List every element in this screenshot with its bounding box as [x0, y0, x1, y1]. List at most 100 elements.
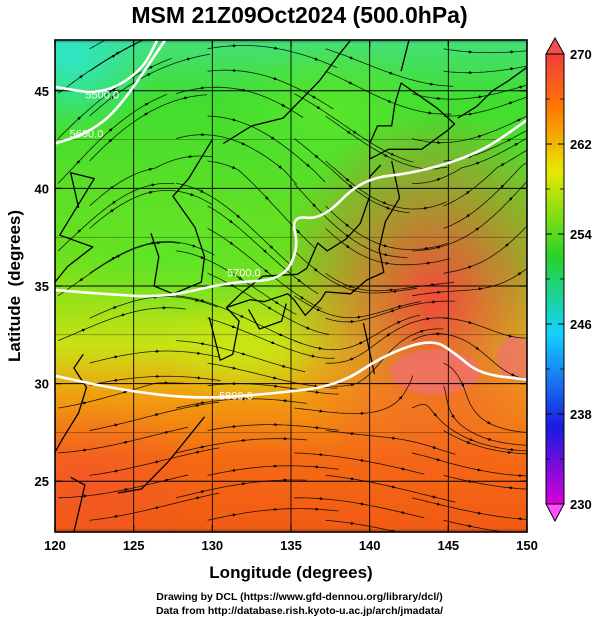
streamline-arrow	[348, 81, 353, 85]
streamline-arrow	[382, 201, 387, 205]
streamline-arrow	[296, 278, 302, 283]
streamline-arrow	[194, 298, 200, 302]
streamline-arrow	[352, 130, 357, 134]
streamline-arrow	[388, 71, 394, 75]
streamline-arrow	[115, 255, 121, 259]
streamline-arrow	[191, 244, 197, 248]
y-tick-label: 25	[35, 474, 49, 489]
streamline-arrow	[146, 73, 151, 77]
streamline	[443, 475, 527, 490]
streamline-arrow	[313, 268, 318, 272]
streamline-arrow	[78, 75, 83, 79]
streamline-arrow	[154, 460, 160, 464]
streamline-arrow	[150, 183, 156, 187]
streamline-arrow	[500, 184, 505, 189]
streamline-arrow	[506, 138, 512, 142]
streamline-arrow	[182, 96, 188, 100]
coastline	[222, 40, 352, 145]
streamline-arrow	[486, 421, 491, 425]
streamline-arrow	[386, 333, 391, 337]
x-axis-ticks: 120 125 130 135 140 145 150	[44, 40, 538, 553]
streamline-arrow	[358, 341, 363, 345]
streamline-arrow	[76, 160, 81, 165]
y-axis-label: Latitude (degrees)	[5, 210, 24, 362]
streamline-arrow	[359, 458, 365, 462]
streamline-arrow	[199, 445, 205, 449]
y-tick-label: 45	[35, 84, 49, 99]
streamline-arrow	[433, 412, 437, 417]
y-tick-label: 30	[35, 377, 49, 392]
streamline-arrow	[185, 57, 191, 61]
streamline-arrow	[148, 190, 154, 195]
streamline-arrow	[150, 241, 156, 245]
streamline-arrow	[110, 54, 116, 59]
streamline-arrow	[518, 85, 523, 89]
streamline-arrow	[235, 214, 241, 219]
streamline-arrow	[347, 284, 353, 288]
x-axis-label: Longitude (degrees)	[209, 563, 372, 582]
streamline-arrow	[348, 56, 354, 60]
streamline-arrow	[451, 413, 455, 419]
streamline-arrow	[345, 244, 350, 249]
streamline-arrow	[231, 366, 237, 370]
streamline-arrow	[111, 88, 116, 92]
streamline-arrow	[281, 364, 286, 368]
streamline-arrow	[229, 241, 234, 245]
streamline-arrow	[280, 103, 286, 107]
streamline-arrow	[315, 105, 321, 110]
streamline-arrow	[431, 445, 437, 449]
streamline-arrow	[465, 214, 471, 218]
streamline-arrow	[195, 496, 201, 500]
streamline-arrow	[390, 309, 395, 313]
streamline-arrow	[313, 384, 319, 388]
coastline	[150, 139, 213, 295]
streamline-arrow	[507, 334, 513, 338]
streamline-arrow	[80, 328, 86, 332]
streamline-arrow	[113, 378, 119, 383]
streamline-arrow	[154, 506, 160, 510]
colorbar-max-arrow	[545, 36, 565, 55]
streamline-arrow	[269, 245, 274, 249]
streamline-arrow	[111, 201, 116, 205]
streamline-arrow	[477, 95, 483, 99]
streamline-arrow	[385, 206, 391, 210]
streamline-arrow	[264, 269, 269, 273]
streamline-arrow	[504, 243, 509, 247]
streamline	[443, 225, 527, 274]
streamline-arrow	[144, 102, 149, 106]
streamline-arrow	[147, 167, 153, 171]
streamline-arrow	[467, 479, 473, 483]
streamline-arrow	[123, 488, 129, 492]
streamline-arrow	[195, 450, 201, 454]
streamline-arrow	[240, 352, 246, 356]
streamline	[443, 96, 527, 117]
streamline-arrow	[154, 413, 159, 417]
streamline	[411, 452, 527, 477]
streamline-arrow	[241, 88, 247, 92]
streamline	[443, 317, 527, 339]
streamline-arrow	[115, 51, 120, 55]
streamline	[411, 84, 527, 100]
coastline	[208, 160, 401, 361]
streamline	[411, 403, 527, 452]
credit-drawing: Drawing by DCL (https://www.gfd-dennou.o…	[156, 591, 443, 603]
streamline-arrow	[400, 467, 406, 471]
streamline-arrow	[477, 134, 482, 139]
streamline-arrow	[120, 313, 126, 317]
coastline	[55, 353, 88, 454]
colorbar-tick-label: 246	[570, 317, 592, 332]
streamline-arrow	[390, 485, 396, 489]
colorbar-tick-label: 262	[570, 137, 592, 152]
x-tick-label: 135	[280, 538, 302, 553]
streamline-arrow	[428, 82, 434, 86]
streamline-arrow	[278, 332, 283, 337]
warm-region	[275, 110, 527, 490]
streamline-arrow	[296, 229, 301, 234]
streamline-arrow	[148, 66, 154, 70]
streamline-arrow	[299, 295, 304, 300]
streamline-arrow	[164, 430, 169, 435]
high-core	[497, 336, 527, 380]
streamline-arrow	[237, 276, 243, 280]
streamline-arrow	[398, 395, 403, 401]
